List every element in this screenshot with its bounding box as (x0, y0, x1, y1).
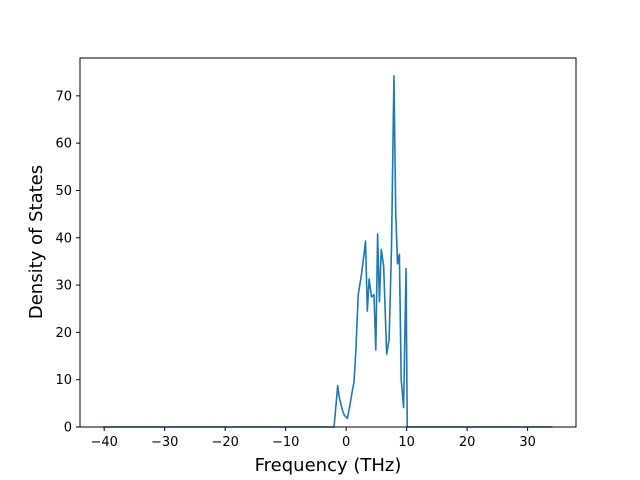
y-tick-label: 60 (55, 137, 72, 152)
y-tick-label: 40 (55, 231, 72, 246)
y-tick-label: 30 (55, 279, 72, 294)
x-tick-label: 20 (459, 435, 476, 450)
x-tick-label: −40 (90, 435, 117, 450)
x-tick-label: 0 (342, 435, 350, 450)
x-axis-label: Frequency (THz) (255, 455, 402, 476)
y-tick-label: 20 (55, 326, 72, 341)
y-tick-label: 50 (55, 184, 72, 199)
dos-line (102, 75, 553, 428)
x-tick-label: −20 (211, 435, 238, 450)
x-tick-label: 30 (519, 435, 536, 450)
y-tick-label: 70 (55, 89, 72, 104)
x-tick-label: 10 (398, 435, 415, 450)
y-axis-label: Density of States (26, 165, 47, 319)
y-tick-label: 10 (55, 373, 72, 388)
plot-background (80, 58, 576, 427)
y-tick-label: 0 (64, 421, 72, 436)
x-tick-label: −30 (151, 435, 178, 450)
tick-group: −40 −30 −20 −10 0 10 20 30 0 10 20 30 40 50 60 70 (55, 89, 535, 450)
x-tick-label: −10 (272, 435, 299, 450)
plot-frame (79, 57, 577, 428)
